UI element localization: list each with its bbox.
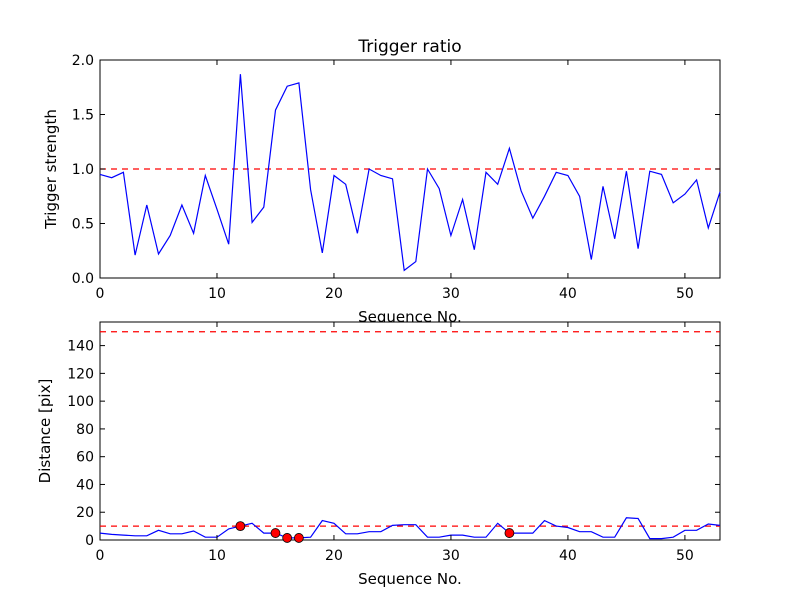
y-tick-label: 20	[76, 505, 94, 521]
y-tick-label: 1.0	[72, 162, 94, 178]
bottom-y-axis-ticks: 0 20 40 60 80 100 120 140	[67, 339, 720, 549]
x-tick-label: 50	[676, 548, 694, 564]
y-tick-label: 1.5	[72, 108, 94, 124]
x-tick-label: 50	[676, 286, 694, 302]
y-tick-label: 0.0	[72, 271, 94, 287]
distance-highlight-markers	[235, 521, 515, 543]
highlight-point	[282, 533, 293, 543]
bottom-x-axis-ticks: 0 10 20 30 40 50	[96, 322, 694, 564]
trigger-strength-panel: Trigger ratio 0 10 20 30 40 50 0.0 0.5 1.0 1.5 2.…	[42, 37, 721, 326]
highlight-point	[504, 528, 515, 538]
top-y-axis-ticks: 0.0 0.5 1.0 1.5 2.0	[72, 53, 720, 287]
y-tick-label: 0	[85, 533, 94, 549]
x-tick-label: 20	[325, 286, 343, 302]
x-tick-label: 0	[96, 286, 105, 302]
bottom-threshold-lines	[100, 331, 720, 527]
y-tick-label: 40	[76, 477, 94, 493]
trigger-strength-series	[99, 74, 721, 272]
bottom-plot-frame	[99, 321, 721, 541]
highlight-point	[293, 533, 304, 543]
y-tick-label: 60	[76, 450, 94, 466]
x-tick-label: 30	[442, 548, 460, 564]
distance-series	[99, 517, 721, 540]
y-tick-label: 100	[67, 394, 94, 410]
highlight-point	[270, 528, 281, 538]
series-line	[99, 74, 721, 272]
y-tick-label: 120	[67, 366, 94, 382]
y-tick-label: 80	[76, 422, 94, 438]
x-tick-label: 10	[208, 548, 226, 564]
x-tick-label: 20	[325, 548, 343, 564]
top-x-axis-ticks: 0 10 20 30 40 50	[96, 60, 694, 302]
x-tick-label: 30	[442, 286, 460, 302]
distance-panel: 0 10 20 30 40 50 0 20 40 60 80 100 120 140 Sequence …	[36, 321, 721, 588]
bottom-x-axis-label: Sequence No.	[358, 570, 462, 588]
y-tick-label: 2.0	[72, 53, 94, 69]
y-tick-label: 140	[67, 339, 94, 355]
x-tick-label: 0	[96, 548, 105, 564]
bottom-y-axis-label: Distance [pix]	[36, 379, 54, 484]
x-tick-label: 40	[559, 286, 577, 302]
top-y-axis-label: Trigger strength	[42, 109, 60, 230]
series-line	[99, 517, 721, 540]
highlight-point	[235, 521, 246, 532]
x-tick-label: 40	[559, 548, 577, 564]
chart-title: Trigger ratio	[357, 37, 461, 57]
y-tick-label: 0.5	[72, 217, 94, 233]
x-tick-label: 10	[208, 286, 226, 302]
